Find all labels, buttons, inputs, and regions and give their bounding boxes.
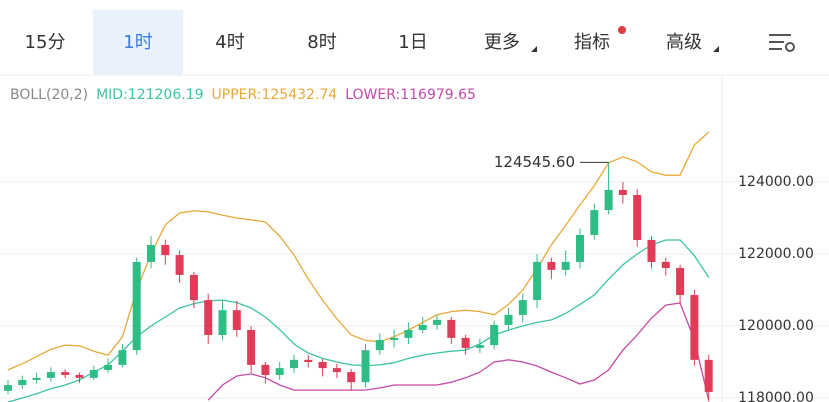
- candle-body: [161, 245, 170, 256]
- candle-body: [461, 337, 470, 348]
- tab-highlight: [93, 10, 183, 75]
- candle-body: [604, 189, 613, 211]
- tab[interactable]: 指标: [574, 26, 626, 53]
- tab[interactable]: 高级: [666, 32, 719, 53]
- y-tick-label: 120000.00: [738, 318, 814, 334]
- candle-body: [104, 364, 113, 370]
- candle-body: [132, 261, 141, 351]
- candle-body: [332, 368, 341, 373]
- band-line-mid: [7, 239, 710, 402]
- indicator-mid: MID:121206.19: [96, 87, 203, 103]
- candle-body: [504, 314, 513, 325]
- candle-body: [590, 210, 599, 235]
- candle-body: [390, 337, 399, 341]
- tab-label: 1时: [123, 32, 152, 53]
- candle-body: [204, 300, 213, 335]
- candle-body: [318, 362, 327, 369]
- tab-label: 1日: [398, 32, 427, 53]
- tab-bar: 15分 1时 4时 8时 1日 更多 指标 高级: [25, 10, 719, 75]
- max-label: 124545.60: [494, 153, 575, 171]
- candle-body: [275, 368, 284, 375]
- candle-body: [676, 268, 685, 296]
- price-axis: 118000.00 120000.00 122000.00 124000.00: [738, 174, 814, 402]
- candle-body: [475, 345, 484, 348]
- candle-body: [189, 274, 198, 301]
- indicator-legend: BOLL(20,2) MID:121206.19 UPPER:125432.74 LO…: [10, 87, 476, 103]
- y-tick-label: 122000.00: [738, 246, 814, 262]
- tab[interactable]: 8时: [307, 32, 336, 53]
- indicator-name: BOLL(20,2): [10, 87, 88, 103]
- band-line-lower: [207, 302, 710, 401]
- tab-label: 高级: [666, 32, 702, 53]
- tab[interactable]: 15分: [25, 32, 66, 53]
- candle-body: [218, 310, 227, 335]
- icon-gear: [785, 42, 795, 52]
- tab-label: 更多: [484, 32, 520, 53]
- tab-label: 15分: [25, 32, 66, 53]
- candle-body: [433, 319, 441, 325]
- candle-body: [533, 261, 542, 301]
- candle-body: [118, 350, 127, 365]
- badge-dot: [618, 26, 626, 34]
- candle-body: [618, 189, 627, 195]
- band-line-upper: [7, 131, 710, 371]
- candle-body: [46, 372, 55, 378]
- tab[interactable]: 1时: [93, 10, 183, 75]
- candle-body: [247, 329, 256, 365]
- candle-body: [518, 300, 527, 315]
- y-tick-label: 124000.00: [738, 174, 814, 190]
- candle-body: [175, 255, 184, 275]
- tab[interactable]: 更多: [484, 32, 537, 53]
- candle-body: [304, 359, 313, 362]
- tab[interactable]: 4时: [215, 32, 244, 53]
- candle-body: [490, 324, 499, 346]
- candle-body: [347, 372, 356, 383]
- candle-body: [561, 261, 570, 270]
- candle-body: [18, 380, 27, 386]
- dropdown-caret: [531, 46, 537, 52]
- candle-body: [147, 245, 155, 262]
- candle-body: [690, 295, 699, 360]
- tab-label: 8时: [307, 32, 336, 53]
- candle-body: [361, 350, 370, 383]
- candle-body: [32, 377, 41, 380]
- candle-body: [261, 364, 270, 375]
- tab-label: 指标: [574, 32, 610, 53]
- candle-body: [232, 310, 241, 330]
- candle-body: [418, 324, 427, 330]
- candle-body: [647, 239, 656, 262]
- candle-body: [89, 369, 98, 378]
- indicator-lower: LOWER:116979.65: [345, 87, 476, 103]
- dropdown-caret: [713, 46, 719, 52]
- candle-body: [447, 319, 456, 338]
- candle-body: [576, 234, 584, 262]
- candle-body: [4, 385, 12, 391]
- candle-body: [547, 261, 556, 270]
- y-tick-label: 118000.00: [738, 390, 814, 402]
- tab-label: 4时: [215, 32, 244, 53]
- candle-body: [290, 359, 298, 369]
- candle-body: [404, 329, 413, 338]
- candle-body: [633, 194, 642, 240]
- candle-body: [661, 261, 670, 269]
- candle-body: [704, 359, 713, 392]
- indicator-upper: UPPER:125432.74: [212, 87, 338, 103]
- tab[interactable]: 1日: [398, 32, 427, 53]
- candle-body: [375, 340, 384, 351]
- candle-body: [61, 372, 70, 375]
- plot: [4, 131, 713, 402]
- settings-icon[interactable]: [769, 34, 795, 52]
- candle-body: [75, 374, 84, 378]
